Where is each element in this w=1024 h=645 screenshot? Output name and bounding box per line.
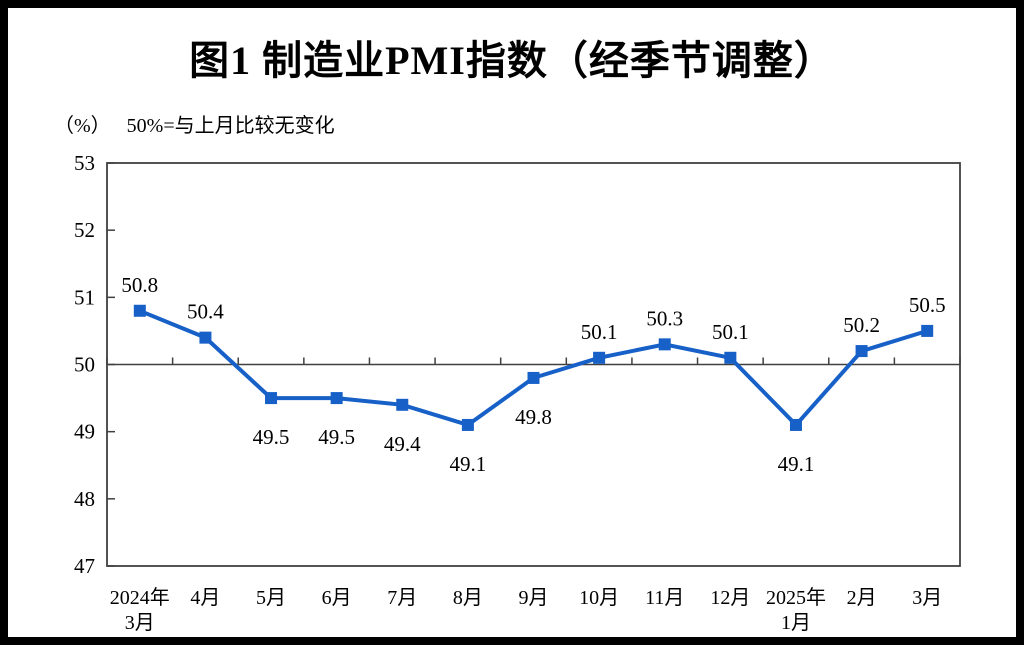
x-category-label: 1月 [781, 612, 811, 634]
reference-note: 50%=与上月比较无变化 [126, 115, 335, 137]
y-axis-unit-label: （%） [54, 115, 111, 137]
x-category-label: 2025年 [766, 586, 826, 609]
data-point-label: 49.4 [384, 432, 421, 456]
x-category-label: 2024年 [110, 586, 170, 609]
x-category-label: 9月 [519, 587, 549, 609]
x-category-label: 4月 [190, 587, 220, 609]
x-category-label: 10月 [579, 587, 619, 609]
data-point-marker [921, 324, 934, 337]
data-point-label: 49.1 [450, 452, 487, 476]
x-category-label: 2月 [847, 587, 877, 609]
y-tick-label: 48 [74, 487, 95, 511]
data-point-marker [199, 331, 212, 344]
x-category-label: 8月 [453, 587, 483, 609]
x-category-label: 7月 [387, 587, 417, 609]
data-point-label: 49.8 [515, 405, 552, 429]
y-tick-label: 52 [74, 218, 95, 242]
data-point-marker [724, 351, 737, 364]
data-point-marker [396, 398, 409, 411]
data-point-marker [789, 418, 802, 431]
y-tick-label: 47 [74, 554, 95, 578]
x-category-label: 3月 [912, 587, 942, 609]
data-point-marker [461, 418, 474, 431]
data-point-marker [658, 338, 671, 351]
data-point-label: 50.5 [909, 293, 946, 317]
data-point-marker [133, 304, 146, 317]
y-tick-label: 53 [74, 151, 95, 175]
data-point-marker [527, 371, 540, 384]
x-category-label: 5月 [256, 587, 286, 609]
x-category-label: 12月 [710, 587, 750, 609]
data-point-label: 50.1 [712, 320, 749, 344]
data-point-label: 49.5 [318, 425, 355, 449]
x-category-label: 3月 [125, 612, 155, 634]
y-tick-label: 49 [74, 420, 95, 444]
data-point-marker [330, 392, 343, 405]
y-tick-label: 51 [74, 285, 95, 309]
x-category-label: 6月 [322, 587, 352, 609]
data-point-label: 49.1 [778, 452, 815, 476]
data-point-marker [265, 392, 278, 405]
data-point-label: 49.5 [253, 425, 290, 449]
data-point-label: 50.1 [581, 320, 618, 344]
chart-title: 图1 制造业PMI指数（经季节调整） [189, 38, 835, 83]
x-category-label: 11月 [645, 587, 684, 609]
data-point-label: 50.4 [187, 300, 224, 324]
data-point-marker [855, 345, 868, 358]
y-tick-label: 50 [74, 353, 95, 377]
chart-subtitle-row: （%） 50%=与上月比较无变化 [54, 109, 335, 138]
data-point-label: 50.3 [646, 306, 683, 330]
pmi-line-chart: 47 48 49 50 51 52 53 50.8 50.4 49.5 49.5 49.4 49.1 49… [74, 151, 961, 634]
data-point-label: 50.2 [843, 313, 880, 337]
data-point-marker [593, 351, 606, 364]
data-point-label: 50.8 [121, 273, 158, 297]
